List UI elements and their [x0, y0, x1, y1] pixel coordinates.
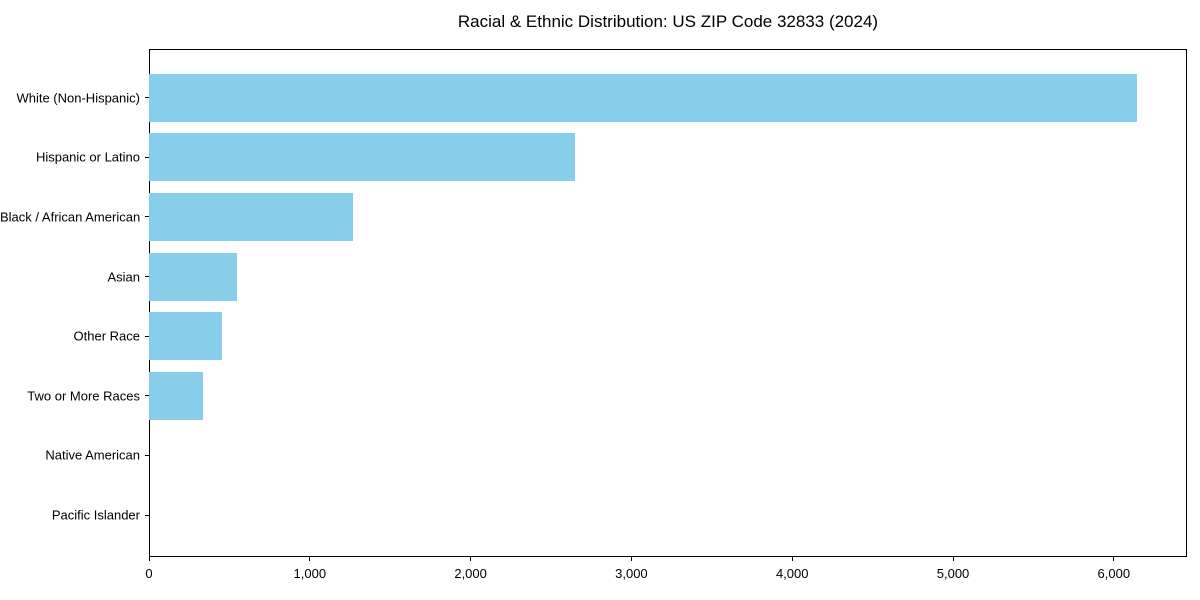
y-tick-label: Native American [45, 447, 140, 463]
y-tick-label: Black / African American [0, 209, 141, 225]
x-tick-mark [791, 557, 793, 561]
y-tick-mark [145, 454, 149, 456]
y-tick-label: Asian [107, 269, 140, 285]
plot-area [149, 49, 1187, 557]
x-tick-mark [470, 557, 472, 561]
y-tick-mark [145, 216, 149, 218]
chart-title: Racial & Ethnic Distribution: US ZIP Cod… [457, 12, 879, 31]
y-tick-mark [145, 97, 149, 99]
x-tick-label: 3,000 [615, 566, 648, 581]
y-tick-label: Two or More Races [27, 388, 140, 404]
x-tick-mark [1113, 557, 1115, 561]
x-tick-mark [630, 557, 632, 561]
x-tick-label: 1,000 [293, 566, 327, 581]
bar [149, 73, 1138, 122]
y-tick-mark [145, 395, 149, 397]
bar [149, 133, 576, 182]
x-tick-mark [148, 557, 150, 561]
x-tick-label: 4,000 [775, 566, 809, 581]
bar [149, 312, 223, 361]
x-tick-mark [952, 557, 954, 561]
y-tick-mark [145, 514, 149, 516]
x-tick-label: 5,000 [936, 566, 970, 581]
x-tick-label: 2,000 [454, 566, 487, 581]
y-tick-mark [145, 335, 149, 337]
y-tick-label: White (Non-Hispanic) [16, 90, 140, 106]
y-tick-mark [145, 276, 149, 278]
x-tick-label: 0 [145, 566, 153, 581]
y-tick-label: Pacific Islander [51, 507, 140, 523]
bar [149, 252, 237, 301]
bar [149, 371, 203, 420]
bar [149, 192, 354, 241]
y-tick-label: Hispanic or Latino [35, 149, 140, 165]
x-tick-mark [309, 557, 311, 561]
y-tick-label: Other Race [73, 328, 140, 344]
y-tick-mark [145, 156, 149, 158]
x-tick-label: 6,000 [1097, 566, 1131, 581]
